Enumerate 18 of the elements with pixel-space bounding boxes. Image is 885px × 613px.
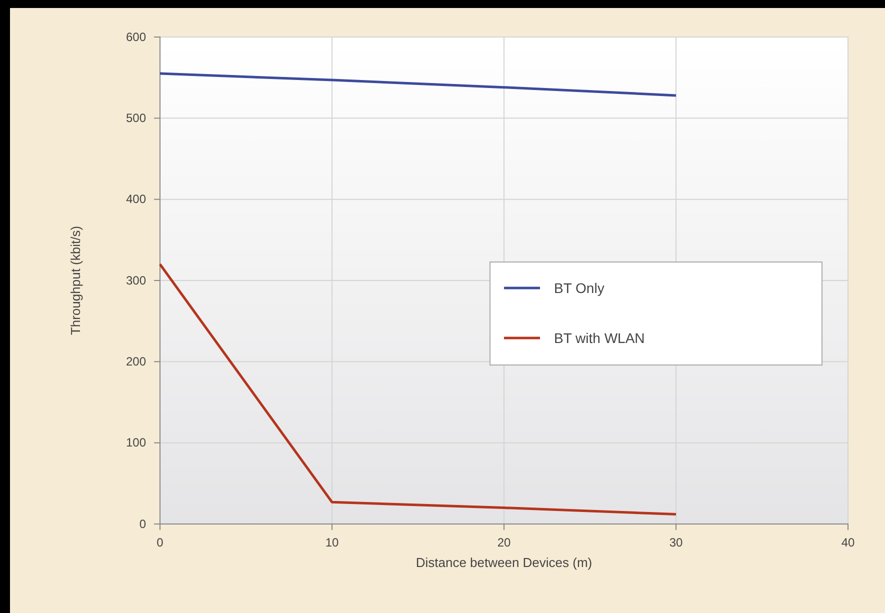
y-tick-label: 200	[126, 354, 146, 369]
y-tick-label: 400	[126, 192, 146, 206]
x-axis-title: Distance between Devices (m)	[416, 555, 592, 570]
x-tick-label: 40	[841, 536, 855, 550]
y-tick-label: 100	[126, 436, 146, 450]
x-tick-label: 10	[325, 536, 339, 550]
y-tick-label: 0	[139, 516, 146, 531]
y-axis-title: Throughput (kbit/s)	[68, 226, 83, 336]
x-tick-label: 20	[497, 536, 511, 550]
legend-label: BT Only	[554, 280, 604, 296]
x-tick-label: 0	[156, 536, 164, 550]
y-tick-label: 500	[126, 111, 146, 126]
line-series	[158, 263, 678, 516]
y-tick-label: 300	[126, 273, 146, 288]
legend-label: BT with WLAN	[554, 330, 645, 346]
x-tick-label: 30	[669, 536, 683, 550]
line-series	[158, 72, 678, 97]
y-tick-label: 600	[126, 30, 146, 44]
